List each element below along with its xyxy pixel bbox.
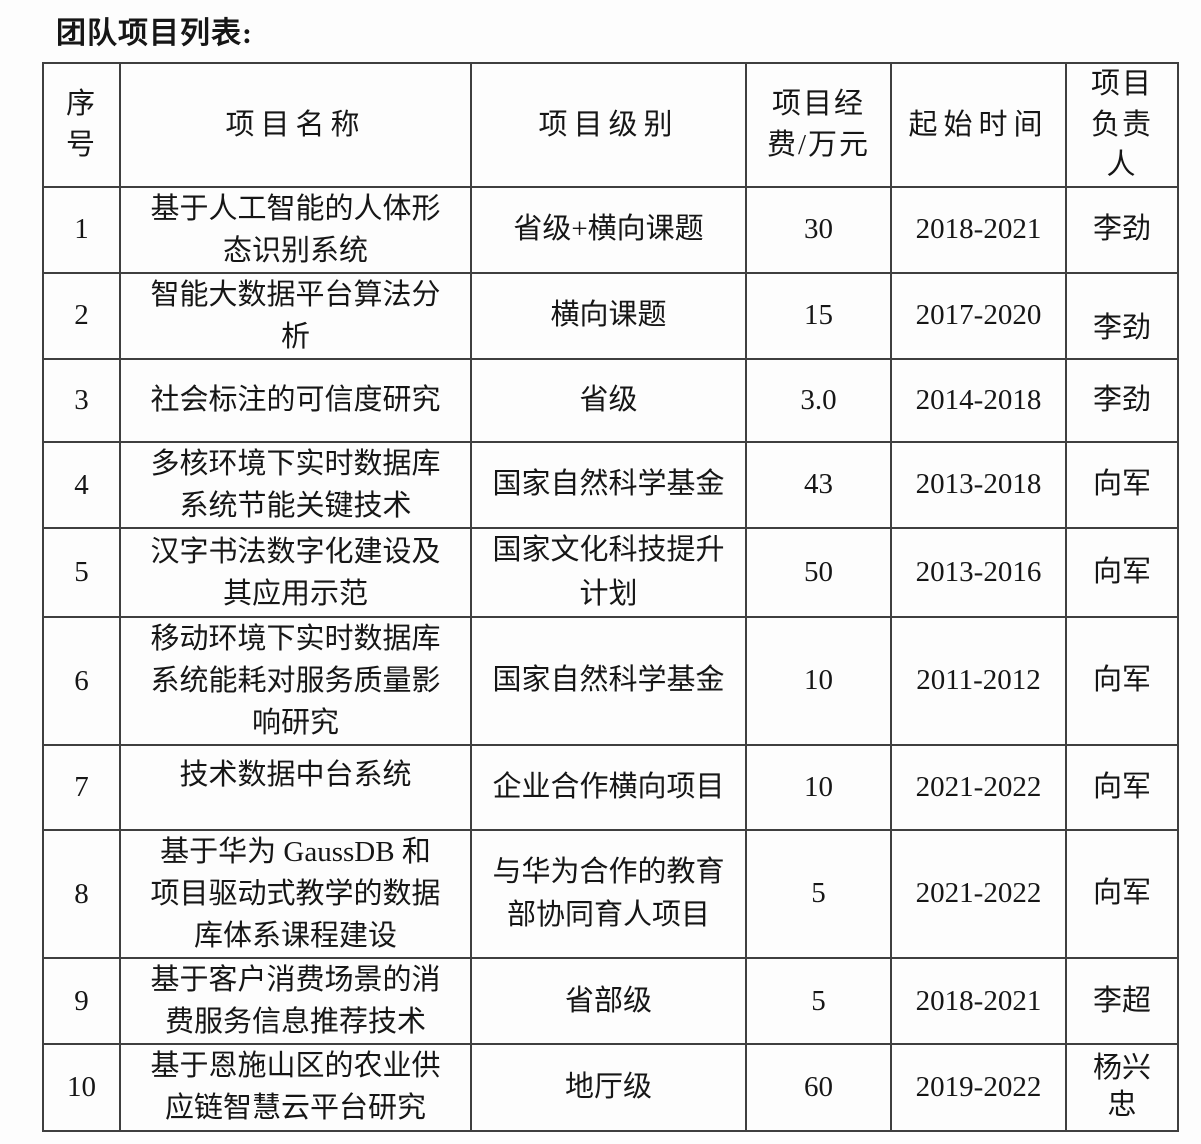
cell-name: 技术数据中台系统 bbox=[119, 744, 472, 832]
column-header-funding: 项目经 费/万元 bbox=[745, 62, 892, 188]
cell-period: 2011-2012 bbox=[890, 616, 1067, 747]
table-row: 7 技术数据中台系统 企业合作横向项目 10 2021-2022 向军 bbox=[42, 744, 1179, 832]
cell-no: 10 bbox=[42, 1043, 121, 1132]
cell-funding: 5 bbox=[745, 957, 892, 1046]
cell-leader: 李劲 bbox=[1065, 185, 1179, 274]
column-header-period: 起始时间 bbox=[890, 62, 1067, 188]
cell-name: 基于人工智能的人体形态识别系统 bbox=[119, 185, 472, 274]
table-row: 5 汉字书法数字化建设及其应用示范 国家文化科技提升计划 50 2013-2016 向军 bbox=[42, 527, 1179, 619]
cell-period: 2014-2018 bbox=[890, 357, 1067, 443]
cell-period: 2013-2016 bbox=[890, 527, 1067, 619]
column-header-level: 项目级别 bbox=[470, 62, 747, 188]
table-header: 序 号 项目名称 项目级别 项目经 费/万元 起始时间 项目 负责 人 bbox=[42, 62, 1179, 188]
column-header-name: 项目名称 bbox=[119, 62, 472, 188]
cell-name: 社会标注的可信度研究 bbox=[119, 357, 472, 443]
cell-no: 6 bbox=[42, 616, 121, 747]
page-title: 团队项目列表: bbox=[56, 17, 253, 50]
cell-leader: 杨兴忠 bbox=[1065, 1043, 1179, 1132]
cell-no: 3 bbox=[42, 357, 121, 443]
cell-leader: 李劲 bbox=[1065, 271, 1179, 360]
cell-funding: 43 bbox=[745, 440, 892, 530]
cell-level: 国家自然科学基金 bbox=[470, 440, 747, 530]
cell-funding: 10 bbox=[745, 744, 892, 832]
table-row: 4 多核环境下实时数据库系统节能关键技术 国家自然科学基金 43 2013-2018 向军 bbox=[42, 440, 1179, 530]
table-row: 8 基于华为 GaussDB 和项目驱动式教学的数据库体系课程建设 与华为合作的教育… bbox=[42, 829, 1179, 960]
cell-level: 国家文化科技提升计划 bbox=[470, 527, 747, 619]
cell-no: 4 bbox=[42, 440, 121, 530]
cell-period: 2019-2022 bbox=[890, 1043, 1067, 1132]
cell-no: 7 bbox=[42, 744, 121, 832]
cell-name: 基于恩施山区的农业供应链智慧云平台研究 bbox=[119, 1043, 472, 1132]
cell-leader: 向军 bbox=[1065, 829, 1179, 960]
cell-funding: 50 bbox=[745, 527, 892, 619]
cell-no: 5 bbox=[42, 527, 121, 619]
cell-level: 省级+横向课题 bbox=[470, 185, 747, 274]
cell-leader: 李超 bbox=[1065, 957, 1179, 1046]
cell-level: 地厅级 bbox=[470, 1043, 747, 1132]
cell-name: 汉字书法数字化建设及其应用示范 bbox=[119, 527, 472, 619]
cell-funding: 30 bbox=[745, 185, 892, 274]
cell-leader: 向军 bbox=[1065, 616, 1179, 747]
table-row: 2 智能大数据平台算法分析 横向课题 15 2017-2020 李劲 bbox=[42, 271, 1179, 360]
cell-funding: 60 bbox=[745, 1043, 892, 1132]
cell-funding: 15 bbox=[745, 271, 892, 360]
cell-no: 2 bbox=[42, 271, 121, 360]
cell-name: 智能大数据平台算法分析 bbox=[119, 271, 472, 360]
cell-period: 2018-2021 bbox=[890, 185, 1067, 274]
cell-funding: 10 bbox=[745, 616, 892, 747]
cell-funding: 5 bbox=[745, 829, 892, 960]
table-row: 3 社会标注的可信度研究 省级 3.0 2014-2018 李劲 bbox=[42, 357, 1179, 443]
cell-leader: 向军 bbox=[1065, 744, 1179, 832]
table-row: 10 基于恩施山区的农业供应链智慧云平台研究 地厅级 60 2019-2022 杨兴忠 bbox=[42, 1043, 1179, 1132]
table-row: 9 基于客户消费场景的消费服务信息推荐技术 省部级 5 2018-2021 李超 bbox=[42, 957, 1179, 1046]
table-row: 6 移动环境下实时数据库系统能耗对服务质量影响研究 国家自然科学基金 10 2011-2… bbox=[42, 616, 1179, 747]
cell-leader: 向军 bbox=[1065, 527, 1179, 619]
table-row: 1 基于人工智能的人体形态识别系统 省级+横向课题 30 2018-2021 李劲 bbox=[42, 185, 1179, 274]
cell-level: 横向课题 bbox=[470, 271, 747, 360]
column-header-leader: 项目 负责 人 bbox=[1065, 62, 1179, 188]
cell-level: 省级 bbox=[470, 357, 747, 443]
cell-period: 2018-2021 bbox=[890, 957, 1067, 1046]
cell-level: 省部级 bbox=[470, 957, 747, 1046]
column-header-no: 序 号 bbox=[42, 62, 121, 188]
cell-level: 国家自然科学基金 bbox=[470, 616, 747, 747]
cell-leader: 李劲 bbox=[1065, 357, 1179, 443]
cell-funding: 3.0 bbox=[745, 357, 892, 443]
table-body: 1 基于人工智能的人体形态识别系统 省级+横向课题 30 2018-2021 李劲 2 智能大… bbox=[42, 185, 1179, 1132]
cell-level: 与华为合作的教育部协同育人项目 bbox=[470, 829, 747, 960]
cell-no: 1 bbox=[42, 185, 121, 274]
cell-leader: 向军 bbox=[1065, 440, 1179, 530]
cell-period: 2021-2022 bbox=[890, 744, 1067, 832]
cell-no: 9 bbox=[42, 957, 121, 1046]
cell-name: 多核环境下实时数据库系统节能关键技术 bbox=[119, 440, 472, 530]
cell-level: 企业合作横向项目 bbox=[470, 744, 747, 832]
header-row: 序 号 项目名称 项目级别 项目经 费/万元 起始时间 项目 负责 人 bbox=[42, 62, 1179, 188]
cell-period: 2013-2018 bbox=[890, 440, 1067, 530]
cell-no: 8 bbox=[42, 829, 121, 960]
cell-period: 2017-2020 bbox=[890, 271, 1067, 360]
cell-name: 基于客户消费场景的消费服务信息推荐技术 bbox=[119, 957, 472, 1046]
cell-period: 2021-2022 bbox=[890, 829, 1067, 960]
projects-table: 序 号 项目名称 项目级别 项目经 费/万元 起始时间 项目 负责 人 1 基于人… bbox=[42, 62, 1179, 1132]
cell-name: 移动环境下实时数据库系统能耗对服务质量影响研究 bbox=[119, 616, 472, 747]
cell-name: 基于华为 GaussDB 和项目驱动式教学的数据库体系课程建设 bbox=[119, 829, 472, 960]
